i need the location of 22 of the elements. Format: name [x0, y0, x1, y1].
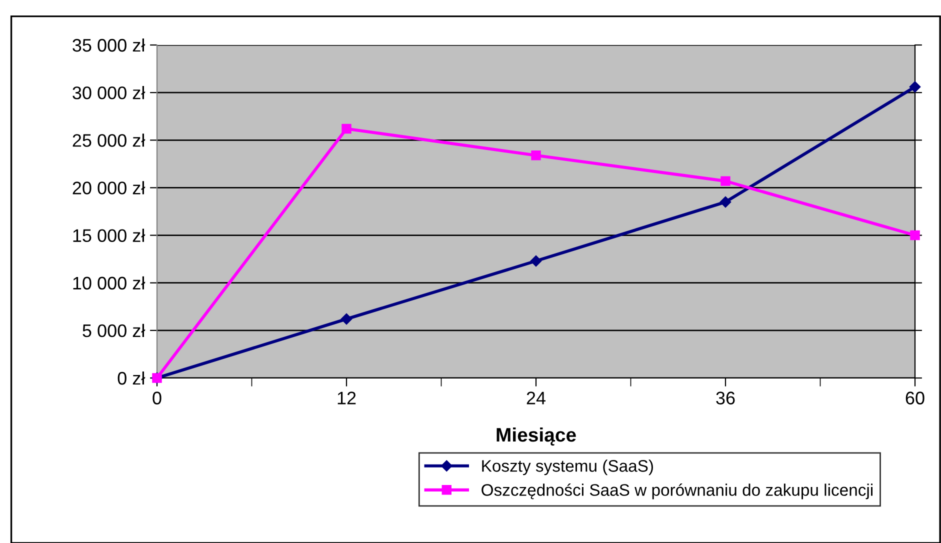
point: [342, 124, 352, 134]
point: [530, 255, 542, 267]
x-tick-label: 24: [526, 392, 546, 404]
y-tick-label: 30 000 zł: [72, 86, 146, 100]
point: [340, 313, 352, 325]
legend-label: Koszty systemu (SaaS): [482, 460, 653, 476]
x-tick-label: 0: [152, 392, 162, 404]
y-tick-label: 5 000 zł: [82, 324, 146, 338]
y-tick-label: 25 000 zł: [72, 134, 146, 147]
point: [531, 150, 541, 160]
point: [720, 176, 730, 186]
x-tick-label: 36: [716, 392, 735, 404]
y-tick-label: 35 000 zł: [72, 38, 146, 52]
x-tick-label: 60: [906, 392, 924, 404]
y-tick-label: 15 000 zł: [73, 228, 146, 242]
x-axis-title: Miesiące: [496, 427, 576, 446]
y-tick-label: 10 000 zł: [73, 276, 146, 290]
legend-label: Oszczędności SaaS w porównaniu do zakupu licencji: [482, 483, 872, 500]
x-tick-label: 12: [338, 392, 356, 404]
y-tick-label: 0 zł: [118, 371, 146, 385]
y-tick-label: 20 000 zł: [72, 181, 146, 194]
point: [720, 196, 732, 208]
